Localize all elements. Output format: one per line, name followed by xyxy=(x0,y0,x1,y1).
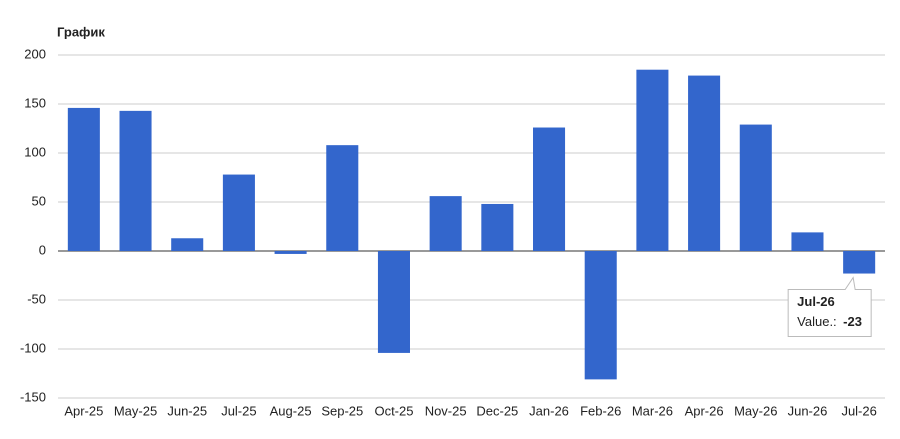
y-tick-label: -50 xyxy=(27,291,46,306)
x-tick-label: Apr-26 xyxy=(685,403,724,418)
x-tick-label: Jan-26 xyxy=(529,403,569,418)
bar xyxy=(688,75,721,251)
y-tick-label: 100 xyxy=(24,144,46,159)
tooltip-label: Value.: xyxy=(797,314,837,329)
bar xyxy=(377,251,410,353)
x-tick-label: May-25 xyxy=(114,403,157,418)
x-tick-label: Nov-25 xyxy=(425,403,467,418)
x-tick-label: Aug-25 xyxy=(270,403,312,418)
x-tick-label: Oct-25 xyxy=(374,403,413,418)
tooltip-value: -23 xyxy=(843,314,862,329)
bar xyxy=(739,124,772,251)
bar xyxy=(636,69,669,251)
bar xyxy=(791,232,824,251)
bar xyxy=(67,107,100,251)
x-tick-label: Jul-26 xyxy=(841,403,876,418)
y-tick-label: -150 xyxy=(20,389,46,404)
tooltip-box xyxy=(787,276,872,338)
x-tick-label: Apr-25 xyxy=(64,403,103,418)
bar xyxy=(533,127,566,251)
x-tick-label: Mar-26 xyxy=(632,403,673,418)
y-tick-label: 200 xyxy=(24,46,46,61)
bar xyxy=(222,174,255,251)
bar xyxy=(326,145,359,251)
bar xyxy=(481,203,514,251)
tooltip-title: Jul-26 xyxy=(797,294,835,309)
bar xyxy=(843,251,876,274)
bar xyxy=(119,110,152,251)
x-tick-label: Jun-26 xyxy=(788,403,828,418)
bar xyxy=(584,251,617,380)
x-tick-label: May-26 xyxy=(734,403,777,418)
x-tick-label: Jul-25 xyxy=(221,403,256,418)
y-tick-label: 0 xyxy=(39,242,46,257)
x-tick-label: Feb-26 xyxy=(580,403,621,418)
y-tick-label: 50 xyxy=(32,193,46,208)
chart-title: График xyxy=(57,24,105,39)
y-tick-label: 150 xyxy=(24,95,46,110)
x-tick-label: Dec-25 xyxy=(476,403,518,418)
bar xyxy=(171,238,204,251)
tooltip: Jul-26 Value.: -23 xyxy=(787,276,872,338)
x-tick-label: Sep-25 xyxy=(321,403,363,418)
x-tick-label: Jun-25 xyxy=(167,403,207,418)
bar xyxy=(429,196,462,251)
bar xyxy=(274,251,307,254)
y-tick-label: -100 xyxy=(20,340,46,355)
